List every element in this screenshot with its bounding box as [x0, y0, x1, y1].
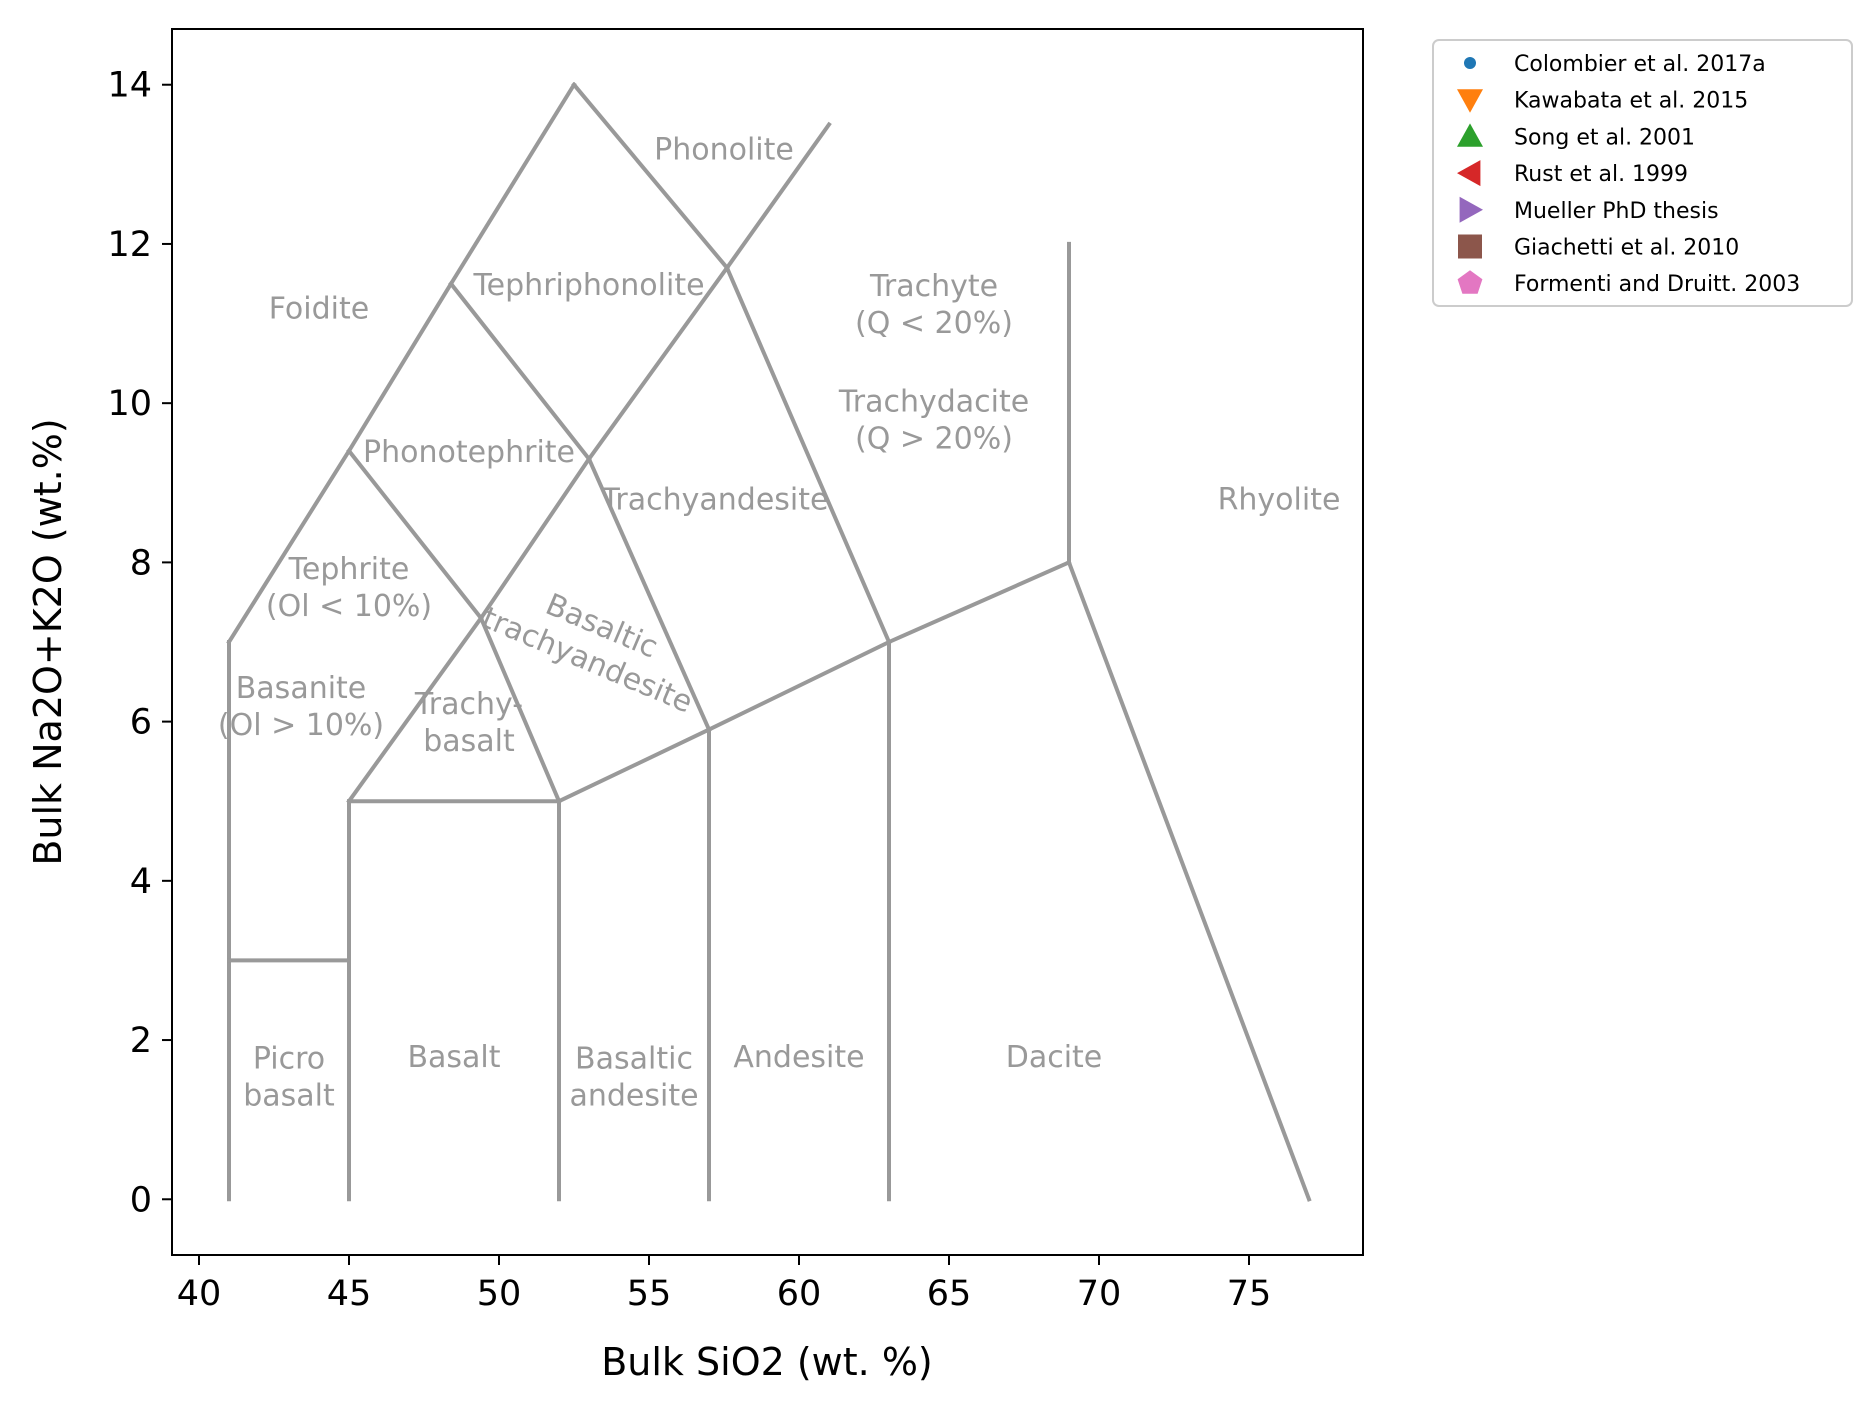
legend-marker-square [1458, 234, 1482, 259]
y-tick-label: 2 [130, 1021, 152, 1061]
field-label-text: Basalt [407, 1040, 500, 1075]
y-tick-label: 14 [107, 66, 152, 106]
boundary-line-9 [886, 559, 1072, 645]
field-label-text: (Q > 20%) [855, 422, 1013, 457]
field-label-text: Phonolite [654, 132, 794, 167]
x-tick-label: 55 [627, 1274, 672, 1314]
legend-entry-label: Formenti and Druitt. 2003 [1514, 272, 1800, 297]
field-label-4: Trachyandesite [601, 483, 829, 518]
field-label-1: Phonolite [654, 132, 794, 167]
field-label-7: Rhyolite [1218, 483, 1341, 518]
boundary-line-12 [226, 448, 352, 645]
field-label-text: Trachy- [414, 687, 523, 722]
boundary-line-18 [478, 456, 592, 621]
field-label-text: (Ol < 10%) [266, 589, 432, 624]
x-tick-label: 65 [927, 1274, 972, 1314]
y-tick-label: 0 [130, 1180, 152, 1220]
field-label-text: Basaltic [575, 1041, 693, 1076]
x-tick-label: 50 [477, 1274, 522, 1314]
field-label-text: Tephrite [288, 552, 410, 587]
boundary-line-7 [706, 639, 892, 733]
field-label-3: Phonotephrite [363, 435, 575, 470]
field-label-text: (Ol > 10%) [218, 708, 384, 743]
legend-marker-circle [1464, 57, 1476, 69]
boundary-line-21 [478, 615, 562, 804]
field-label-text: Trachydacite [838, 385, 1029, 420]
field-label-0: Foidite [269, 292, 369, 327]
boundary-line-19 [586, 265, 730, 462]
boundary-line-13 [346, 281, 454, 454]
legend-marker-triangle-right [1459, 196, 1483, 223]
legend-entry-label: Mueller PhD thesis [1514, 199, 1719, 224]
legend-marker-triangle-left [1457, 160, 1481, 187]
field-label-6: Trachydacite(Q > 20%) [838, 385, 1029, 457]
field-label-text: Foidite [269, 292, 369, 327]
field-label-10: Basanite(Ol > 10%) [218, 671, 384, 743]
y-axis: 0 2 4 6 8 10 12 14 [107, 66, 172, 1220]
field-label-text: Andesite [733, 1040, 864, 1075]
legend-marker-pentagon [1457, 270, 1483, 294]
field-labels: Foidite Phonolite Tephriphonolite Phonoteph… [218, 132, 1341, 1113]
boundary-line-22 [448, 280, 592, 462]
legend-entry-label: Colombier et al. 2017a [1514, 52, 1766, 77]
field-label-text: basalt [423, 724, 515, 759]
legend-entry-label: Rust et al. 1999 [1514, 162, 1688, 187]
x-axis-label: Bulk SiO2 (wt. %) [601, 1340, 933, 1384]
field-label-text: andesite [569, 1078, 698, 1113]
field-label-2: Tephriphonolite [472, 268, 704, 303]
x-tick-label: 70 [1077, 1274, 1122, 1314]
boundary-line-23 [586, 456, 712, 733]
x-tick-label: 75 [1227, 1274, 1272, 1314]
y-tick-label: 8 [130, 543, 152, 583]
y-tick-label: 4 [130, 862, 152, 902]
legend: Colombier et al. 2017a Kawabata et al. 20… [1432, 39, 1853, 307]
legend-marker-triangle-down [1457, 89, 1483, 113]
boundary-line-20 [346, 448, 484, 621]
field-label-15: Andesite [733, 1040, 864, 1075]
legend-entry-label: Giachetti et al. 2010 [1514, 236, 1739, 261]
field-label-16: Dacite [1006, 1040, 1103, 1075]
boundary-line-17 [346, 615, 484, 804]
boundary-line-24 [724, 265, 892, 645]
x-tick-label: 60 [777, 1274, 822, 1314]
plot-area-frame [171, 28, 1364, 1256]
y-tick-label: 12 [107, 225, 152, 265]
field-label-text: (Q < 20%) [855, 306, 1013, 341]
legend-entry-label: Kawabata et al. 2015 [1514, 89, 1748, 114]
legend-box [1432, 39, 1853, 307]
field-label-text: basalt [243, 1078, 335, 1113]
x-tick-label: 45 [327, 1274, 372, 1314]
y-tick-label: 10 [107, 384, 152, 424]
field-label-13: Basalt [407, 1040, 500, 1075]
field-label-text: Trachyandesite [601, 483, 829, 518]
boundary-line-14 [448, 81, 577, 287]
field-label-text: Picro [253, 1041, 325, 1076]
field-label-8: Tephrite(Ol < 10%) [266, 552, 432, 624]
field-label-text: Phonotephrite [363, 435, 575, 470]
y-tick-label: 6 [130, 703, 152, 743]
field-label-text: Trachyte [869, 269, 998, 304]
field-label-text: Tephriphonolite [472, 268, 704, 303]
boundary-line-11 [1066, 559, 1312, 1202]
boundary-line-16 [724, 121, 832, 271]
boundary-line-15 [571, 81, 730, 271]
legend-entry-label: Song et al. 2001 [1514, 125, 1695, 150]
field-label-11: Trachy-basalt [414, 687, 523, 759]
field-label-text: Rhyolite [1218, 483, 1341, 518]
x-axis: 40 45 50 55 60 65 70 75 [177, 1255, 1272, 1314]
field-label-text: Basanite [236, 671, 367, 706]
field-label-text: Dacite [1006, 1040, 1103, 1075]
x-tick-label: 40 [177, 1274, 222, 1314]
classification-boundaries [226, 81, 1312, 1202]
legend-marker-triangle-up [1457, 123, 1483, 147]
field-label-5: Trachyte(Q < 20%) [855, 269, 1013, 341]
y-axis-label: Bulk Na2O+K2O (wt.%) [26, 418, 70, 865]
boundary-line-5 [556, 726, 712, 804]
